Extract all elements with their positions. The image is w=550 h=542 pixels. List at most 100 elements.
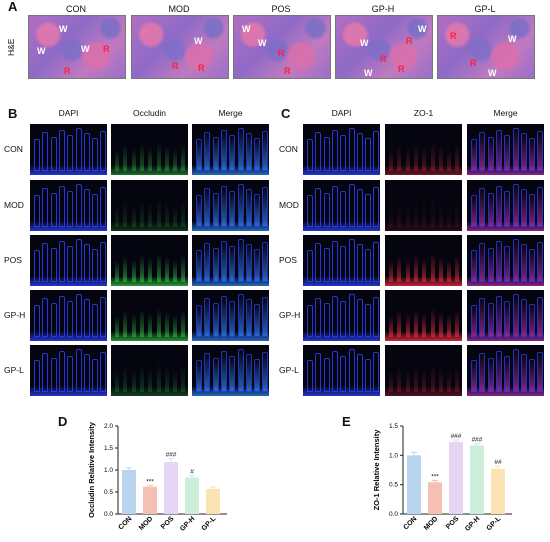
villus-shape xyxy=(34,360,40,392)
villus-shape xyxy=(204,132,211,171)
villus-shape xyxy=(123,245,128,282)
villus-shape xyxy=(331,351,338,392)
villus-shape xyxy=(204,188,211,227)
panel-c-dapi-pos xyxy=(303,235,380,286)
villus-shape xyxy=(447,306,452,337)
villus-shape xyxy=(254,304,261,337)
villus-shape xyxy=(348,128,355,171)
white-marker: W xyxy=(258,38,267,48)
he-label-pos: POS xyxy=(271,4,291,14)
villus-shape xyxy=(455,354,460,392)
villus-shape xyxy=(495,186,502,227)
occludin-y-tick-label: 0.0 xyxy=(104,511,113,518)
villus-shape xyxy=(50,193,57,227)
villus-shape xyxy=(237,294,244,337)
villus-shape xyxy=(422,303,427,337)
villus-shape xyxy=(422,193,427,227)
villus-shape xyxy=(212,248,219,282)
villus-shape xyxy=(196,305,202,337)
villus-shape xyxy=(139,298,144,337)
red-marker: R xyxy=(470,58,477,68)
villus-shape xyxy=(262,352,269,392)
villus-shape xyxy=(389,197,393,227)
villus-shape xyxy=(405,360,410,392)
panel-b-occludin-con xyxy=(111,124,188,175)
villus-shape xyxy=(307,139,313,171)
panel-c-merge-gp-h xyxy=(467,290,544,341)
villus-shape xyxy=(83,299,90,337)
panel-a-letter: A xyxy=(8,0,18,14)
villus-shape xyxy=(212,303,219,337)
red-marker: R xyxy=(380,54,387,64)
villus-shape xyxy=(50,248,57,282)
villus-shape xyxy=(373,187,380,227)
villus-shape xyxy=(430,130,435,171)
red-marker: R xyxy=(64,66,71,76)
red-marker: R xyxy=(450,31,457,41)
villus-shape xyxy=(92,304,99,337)
villus-shape xyxy=(447,140,452,171)
villus-shape xyxy=(365,249,372,282)
panel-b-merge-mod xyxy=(192,180,269,231)
villus-shape xyxy=(537,131,544,171)
panel-c-merge-con xyxy=(467,124,544,175)
villus-shape xyxy=(323,137,330,171)
zo1-bar-con xyxy=(407,455,421,514)
villus-shape xyxy=(156,351,161,392)
villus-shape xyxy=(520,244,527,282)
occludin-x-tick-label: GP-L xyxy=(201,515,218,532)
villus-shape xyxy=(471,139,477,171)
villus-shape xyxy=(92,359,99,392)
villus-shape xyxy=(455,244,460,282)
red-marker: R xyxy=(172,61,179,71)
villus-shape xyxy=(181,133,186,171)
panel-b-occludin-mod xyxy=(111,180,188,231)
villus-shape xyxy=(340,135,347,171)
villus-shape xyxy=(365,138,372,171)
zo1-significance-label: ### xyxy=(451,433,462,440)
villus-shape xyxy=(92,194,99,227)
villus-shape xyxy=(365,194,372,227)
villus-shape xyxy=(42,353,49,392)
red-marker: R xyxy=(284,66,291,76)
zo1-y-tick-label: 1.5 xyxy=(389,423,398,430)
villus-shape xyxy=(455,299,460,337)
villus-shape xyxy=(254,138,261,171)
villus-shape xyxy=(373,352,380,392)
villus-shape xyxy=(67,356,74,392)
villus-shape xyxy=(356,299,363,337)
villus-shape xyxy=(67,301,74,337)
villus-shape xyxy=(229,246,236,282)
villus-shape xyxy=(447,196,452,227)
villus-shape xyxy=(237,239,244,282)
white-marker: W xyxy=(81,44,90,54)
panel-b-merge-gp-l xyxy=(192,345,269,396)
villus-shape xyxy=(529,249,536,282)
villus-shape xyxy=(537,187,544,227)
villus-shape xyxy=(262,297,269,337)
villus-shape xyxy=(537,352,544,392)
villus-shape xyxy=(67,246,74,282)
zo1-x-tick-label: MOD xyxy=(423,515,440,532)
villus-shape xyxy=(365,304,372,337)
occludin-x-tick-label: CON xyxy=(117,515,133,531)
panel-c-col-merge: Merge xyxy=(493,108,518,118)
white-marker: W xyxy=(37,46,46,56)
villus-shape xyxy=(148,358,153,392)
panel-d-letter: D xyxy=(58,414,68,429)
villus-shape xyxy=(245,299,252,337)
zo1-bar-pos xyxy=(449,441,463,514)
villus-shape xyxy=(181,299,186,337)
panel-c-row-pos: POS xyxy=(279,255,297,265)
villus-shape xyxy=(307,360,313,392)
villus-shape xyxy=(164,135,169,171)
villus-shape xyxy=(115,307,119,337)
villus-shape xyxy=(204,298,211,337)
he-label-mod: MOD xyxy=(168,4,190,14)
he-label-gp-l: GP-L xyxy=(474,4,496,14)
villus-shape xyxy=(164,356,169,392)
villus-shape xyxy=(430,351,435,392)
zo1-bar-mod xyxy=(428,482,442,514)
occludin-bar-chart: 0.0 0.5 1.0 1.5 2.0 Occludin Relative Intensi… xyxy=(87,421,227,533)
villus-shape xyxy=(356,189,363,227)
